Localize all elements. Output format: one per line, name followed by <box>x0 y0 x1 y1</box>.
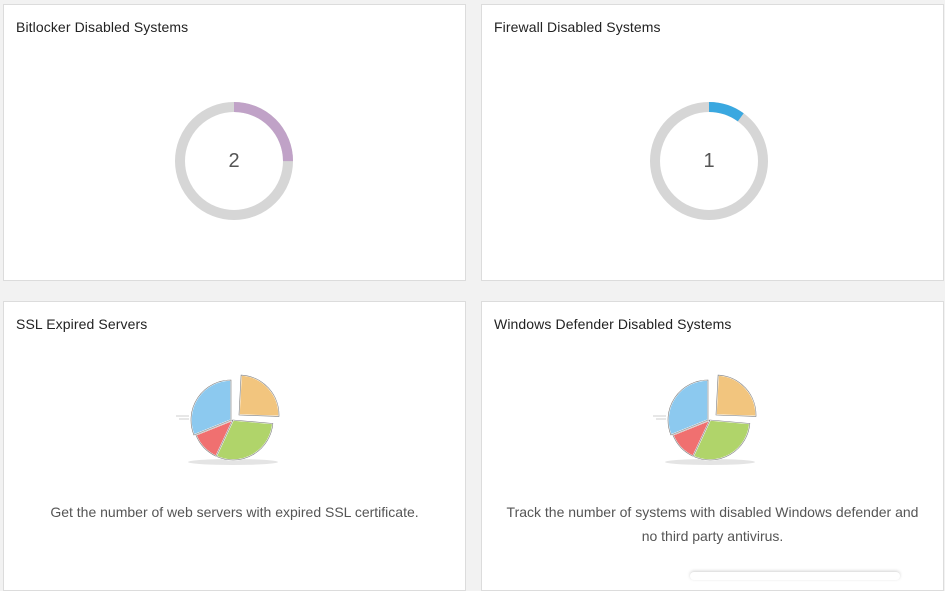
floating-panel-edge[interactable] <box>690 572 900 580</box>
pie-chart-illustration-icon <box>648 370 768 470</box>
firewall-donut-chart[interactable]: 1 <box>648 100 770 222</box>
card-title: SSL Expired Servers <box>16 316 148 332</box>
card-description: Track the number of systems with disable… <box>506 504 919 544</box>
card-description: Get the number of web servers with expir… <box>50 504 419 520</box>
card-title: Firewall Disabled Systems <box>494 19 661 35</box>
pie-chart-illustration-icon <box>171 370 291 470</box>
donut-segment <box>650 102 768 220</box>
windows-defender-card[interactable]: Windows Defender Disabled Systems Track … <box>481 301 944 591</box>
firewall-card[interactable]: Firewall Disabled Systems 1 <box>481 4 944 281</box>
donut-value: 1 <box>703 149 715 172</box>
bitlocker-donut-chart[interactable]: 2 <box>173 100 295 222</box>
card-title: Bitlocker Disabled Systems <box>16 19 189 35</box>
donut-segment <box>175 102 293 220</box>
bitlocker-card[interactable]: Bitlocker Disabled Systems 2 <box>3 4 466 281</box>
card-title: Windows Defender Disabled Systems <box>494 316 732 332</box>
ssl-expired-card[interactable]: SSL Expired Servers Get the number of we… <box>3 301 466 591</box>
donut-value: 2 <box>228 149 240 172</box>
